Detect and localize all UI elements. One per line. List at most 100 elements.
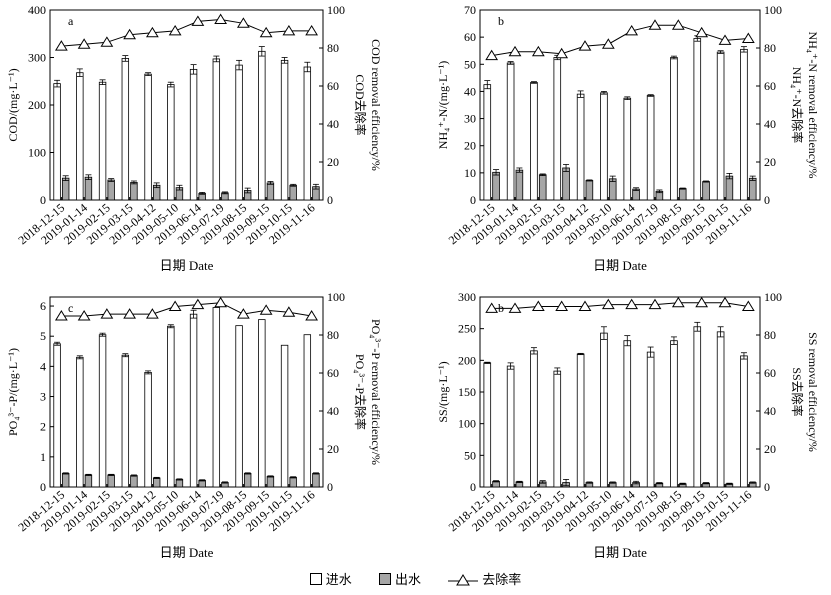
y-tick-label: 2	[40, 420, 46, 434]
y-tick-label: 1	[40, 450, 46, 464]
removal-marker	[123, 28, 137, 40]
y-tick-label: 70	[464, 3, 476, 17]
y-tick-label: 300	[458, 290, 476, 304]
removal-marker	[305, 310, 319, 321]
removal-marker	[168, 24, 182, 36]
y2-axis-title-cn: COD去除率	[353, 74, 368, 135]
y-tick-label: 3	[40, 390, 46, 404]
removal-marker	[531, 45, 545, 57]
removal-marker	[259, 304, 273, 315]
y-tick-label: 10	[464, 166, 476, 180]
removal-marker	[718, 34, 732, 45]
removal-marker	[555, 300, 569, 311]
effluent-bar	[175, 479, 184, 488]
removal-marker	[168, 300, 182, 311]
chart-panel-3: 01234560204060801002018-12-152019-01-142…	[6, 290, 383, 560]
influent-bar	[646, 351, 655, 488]
y2-axis-title-en: SS removal efficiency/%	[806, 332, 820, 452]
y-tick-label: 200	[458, 353, 476, 367]
influent-bar	[144, 371, 152, 488]
legend: 进水 出水 去除率	[0, 569, 831, 588]
influent-bar	[167, 325, 175, 488]
y2-tick-label: 60	[327, 366, 339, 380]
effluent-bar	[266, 182, 275, 201]
removal-marker	[648, 298, 662, 310]
effluent-bar	[515, 169, 524, 201]
y2-tick-label: 20	[327, 155, 339, 169]
y2-tick-label: 0	[764, 193, 770, 207]
y2-tick-label: 0	[327, 480, 333, 494]
influent-bar	[553, 370, 562, 488]
effluent-bar	[266, 476, 275, 488]
influent-bar	[670, 340, 678, 488]
removal-marker	[236, 308, 250, 319]
removal-marker	[741, 32, 755, 43]
effluent-bar	[538, 174, 547, 201]
influent-bar	[189, 68, 198, 201]
removal-marker	[145, 308, 159, 319]
y2-tick-label: 40	[764, 404, 776, 418]
influent-bar	[280, 344, 289, 488]
influent-bar	[506, 365, 515, 488]
legend-influent-swatch	[309, 573, 322, 585]
influent-bar	[121, 58, 130, 201]
y2-axis-title-en: COD removal efficiency/%	[369, 39, 383, 171]
y2-tick-label: 20	[764, 442, 776, 456]
y2-axis-title-cn: SS去除率	[790, 367, 805, 416]
legend-effluent-label: 出水	[394, 572, 421, 587]
removal-marker	[671, 19, 685, 30]
y2-tick-label: 40	[327, 117, 339, 131]
y2-tick-label: 80	[327, 41, 339, 55]
panel-label: c	[68, 301, 73, 315]
influent-bar	[258, 319, 266, 488]
removal-marker	[485, 49, 499, 61]
chart-panel-4: 0501001502002503000204060801002018-12-15…	[436, 290, 820, 560]
y-tick-label: 0	[40, 193, 46, 207]
removal-marker	[191, 15, 205, 26]
effluent-bar	[61, 177, 70, 201]
influent-bar	[483, 84, 492, 201]
influent-bar	[576, 93, 585, 201]
removal-marker	[508, 45, 522, 57]
removal-marker	[282, 306, 296, 317]
influent-bar	[693, 326, 702, 488]
effluent-bar	[562, 167, 570, 201]
influent-bar	[530, 350, 538, 488]
influent-bar	[280, 59, 289, 201]
legend-influent-label: 进水	[325, 572, 352, 587]
effluent-bar	[130, 182, 138, 201]
y-tick-label: 250	[458, 322, 476, 336]
removal-marker	[485, 302, 499, 313]
removal-marker	[625, 24, 639, 36]
effluent-bar	[130, 475, 138, 488]
influent-bar	[506, 62, 515, 201]
removal-marker	[191, 298, 205, 310]
effluent-bar	[585, 180, 594, 201]
removal-line	[61, 18, 312, 47]
removal-line	[61, 302, 312, 317]
y-axis-title: SS/(mg·L⁻¹)	[436, 361, 450, 422]
y-axis-title: PO₄³⁻-P/(mg·L⁻¹)	[6, 348, 20, 436]
y2-axis-title-cn: NH₄⁺-N去除率	[790, 67, 805, 144]
y-tick-label: 4	[40, 359, 46, 373]
y2-tick-label: 100	[327, 290, 345, 304]
effluent-bar	[289, 184, 297, 201]
removal-marker	[601, 298, 615, 310]
y2-tick-label: 60	[327, 79, 339, 93]
removal-marker	[214, 296, 228, 308]
removal-marker	[578, 40, 592, 51]
y-tick-label: 0	[40, 480, 46, 494]
effluent-bar	[678, 188, 687, 201]
removal-marker	[555, 47, 569, 59]
y-tick-label: 30	[464, 112, 476, 126]
effluent-bar	[702, 181, 710, 201]
removal-marker	[54, 310, 68, 321]
legend-removal: 去除率	[448, 569, 521, 588]
removal-line	[491, 302, 749, 309]
effluent-bar	[107, 179, 115, 201]
influent-bar	[483, 362, 492, 488]
influent-bar	[303, 66, 312, 201]
influent-bar	[740, 355, 748, 488]
removal-marker	[741, 300, 755, 311]
influent-bar	[53, 343, 61, 488]
